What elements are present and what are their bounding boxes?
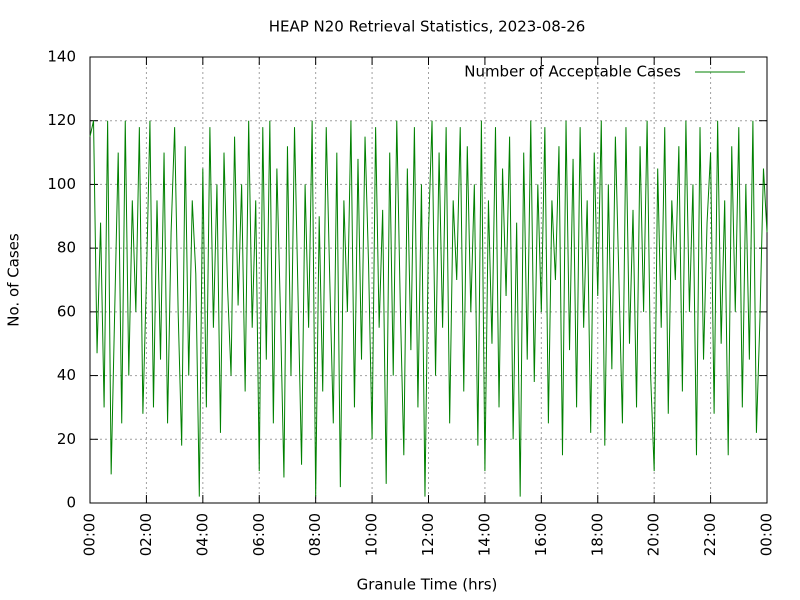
x-tick-label: 22:00	[701, 513, 719, 556]
x-tick-label: 00:00	[81, 513, 99, 556]
plot-frame	[89, 56, 768, 504]
x-axis-label: Granule Time (hrs)	[357, 576, 498, 594]
data-line	[89, 120, 768, 497]
chart-title: HEAP N20 Retrieval Statistics, 2023-08-2…	[269, 18, 586, 36]
x-tick-label: 18:00	[588, 513, 606, 556]
legend-label: Number of Acceptable Cases	[464, 63, 681, 81]
x-tick-label: 02:00	[137, 513, 155, 556]
x-tick-label: 20:00	[645, 513, 663, 556]
x-tick-label: 04:00	[193, 513, 211, 556]
x-tick-label: 16:00	[532, 513, 550, 556]
x-tick-label: 10:00	[363, 513, 381, 556]
y-tick-label: 140	[47, 48, 76, 66]
x-tick-label: 00:00	[758, 513, 776, 556]
x-tick-label: 08:00	[306, 513, 324, 556]
x-tick-label: 06:00	[250, 513, 268, 556]
y-tick-label: 20	[57, 430, 76, 448]
y-tick-label: 120	[47, 111, 76, 129]
y-tick-label: 60	[57, 302, 76, 320]
y-axis-label: No. of Cases	[5, 233, 23, 327]
y-tick-label: 80	[57, 239, 76, 257]
y-tick-label: 100	[47, 175, 76, 193]
x-tick-label: 12:00	[419, 513, 437, 556]
y-tick-label: 40	[57, 366, 76, 384]
y-tick-label: 0	[66, 494, 76, 512]
x-tick-label: 14:00	[475, 513, 493, 556]
